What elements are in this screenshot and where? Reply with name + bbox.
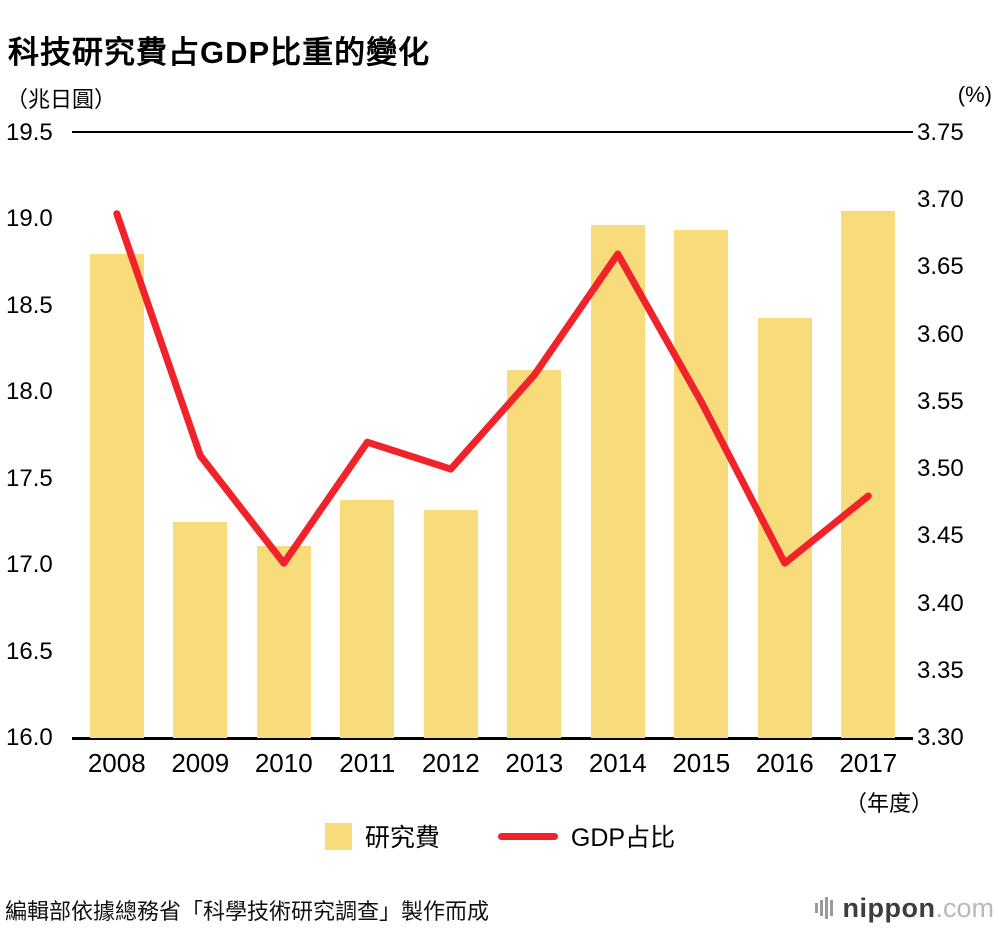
x-tick-label: 2008 bbox=[87, 748, 146, 778]
footer: 編輯部依據總務省「科學技術研究調查」製作而成 nippon .com bbox=[0, 888, 1000, 928]
x-tick-label: 2012 bbox=[421, 748, 480, 778]
left-axis-unit-label: （兆日圓） bbox=[6, 87, 117, 112]
legend: 研究費 GDP占比 bbox=[0, 816, 1000, 856]
x-tick-label: 2015 bbox=[672, 748, 731, 778]
bar-2014 bbox=[590, 224, 645, 738]
bar-2011 bbox=[340, 499, 395, 738]
right-tick-label: 3.35 bbox=[917, 656, 964, 684]
left-tick-label: 19.5 bbox=[6, 119, 53, 146]
left-tick-label: 17.0 bbox=[6, 551, 53, 579]
nippon-logo-icon bbox=[814, 897, 835, 919]
bar-2017 bbox=[841, 210, 896, 738]
left-tick-label: 18.0 bbox=[6, 378, 53, 406]
bar-2009 bbox=[173, 521, 228, 738]
x-tick-label: 2016 bbox=[755, 748, 814, 778]
bar-2008 bbox=[89, 254, 144, 738]
bar-2010 bbox=[256, 546, 311, 738]
top-gridline bbox=[72, 131, 913, 133]
legend-line-label: GDP占比 bbox=[570, 824, 676, 852]
left-tick-label: 16.0 bbox=[6, 724, 53, 751]
logo-name: nippon bbox=[842, 892, 936, 923]
bars-layer bbox=[75, 133, 910, 738]
x-axis-line bbox=[72, 737, 913, 740]
right-tick-label: 3.40 bbox=[917, 589, 964, 617]
right-tick-label: 3.50 bbox=[917, 455, 964, 483]
left-tick-label: 18.5 bbox=[6, 291, 53, 319]
line-layer bbox=[113, 210, 872, 567]
x-tick-label: 2017 bbox=[839, 748, 898, 778]
right-tick-label: 3.70 bbox=[917, 186, 964, 214]
legend-bar-swatch bbox=[324, 822, 352, 850]
gdp-line bbox=[113, 210, 872, 567]
right-tick-label: 3.45 bbox=[917, 522, 964, 550]
source-note: 編輯部依據總務省「科學技術研究調查」製作而成 bbox=[5, 899, 490, 924]
right-tick-label: 3.75 bbox=[917, 119, 964, 146]
right-axis-unit-label: (%) bbox=[957, 82, 992, 107]
page-title: 科技研究費占GDP比重的變化 bbox=[8, 34, 431, 70]
nippon-logo: nippon .com bbox=[814, 888, 994, 928]
x-tick-label: 2009 bbox=[171, 748, 230, 778]
right-tick-label: 3.60 bbox=[917, 320, 964, 348]
x-axis-unit-label: （年度） bbox=[845, 791, 934, 816]
bar-2013 bbox=[507, 369, 562, 738]
right-tick-label: 3.55 bbox=[917, 387, 964, 415]
legend-bar-label: 研究費 bbox=[364, 824, 440, 852]
bar-2012 bbox=[423, 509, 478, 738]
right-tick-label: 3.30 bbox=[917, 724, 964, 751]
x-tick-label: 2010 bbox=[254, 748, 313, 778]
left-tick-label: 17.5 bbox=[6, 464, 53, 492]
x-tick-label: 2013 bbox=[505, 748, 564, 778]
x-tick-label: 2011 bbox=[339, 748, 396, 778]
x-tick-label: 2014 bbox=[588, 748, 647, 778]
plot-area bbox=[75, 133, 910, 738]
logo-tld: .com bbox=[935, 892, 994, 923]
right-tick-label: 3.65 bbox=[917, 253, 964, 281]
left-tick-label: 19.0 bbox=[6, 205, 53, 233]
legend-line-swatch bbox=[497, 832, 558, 840]
left-tick-label: 16.5 bbox=[6, 637, 53, 665]
bar-2015 bbox=[674, 229, 729, 738]
